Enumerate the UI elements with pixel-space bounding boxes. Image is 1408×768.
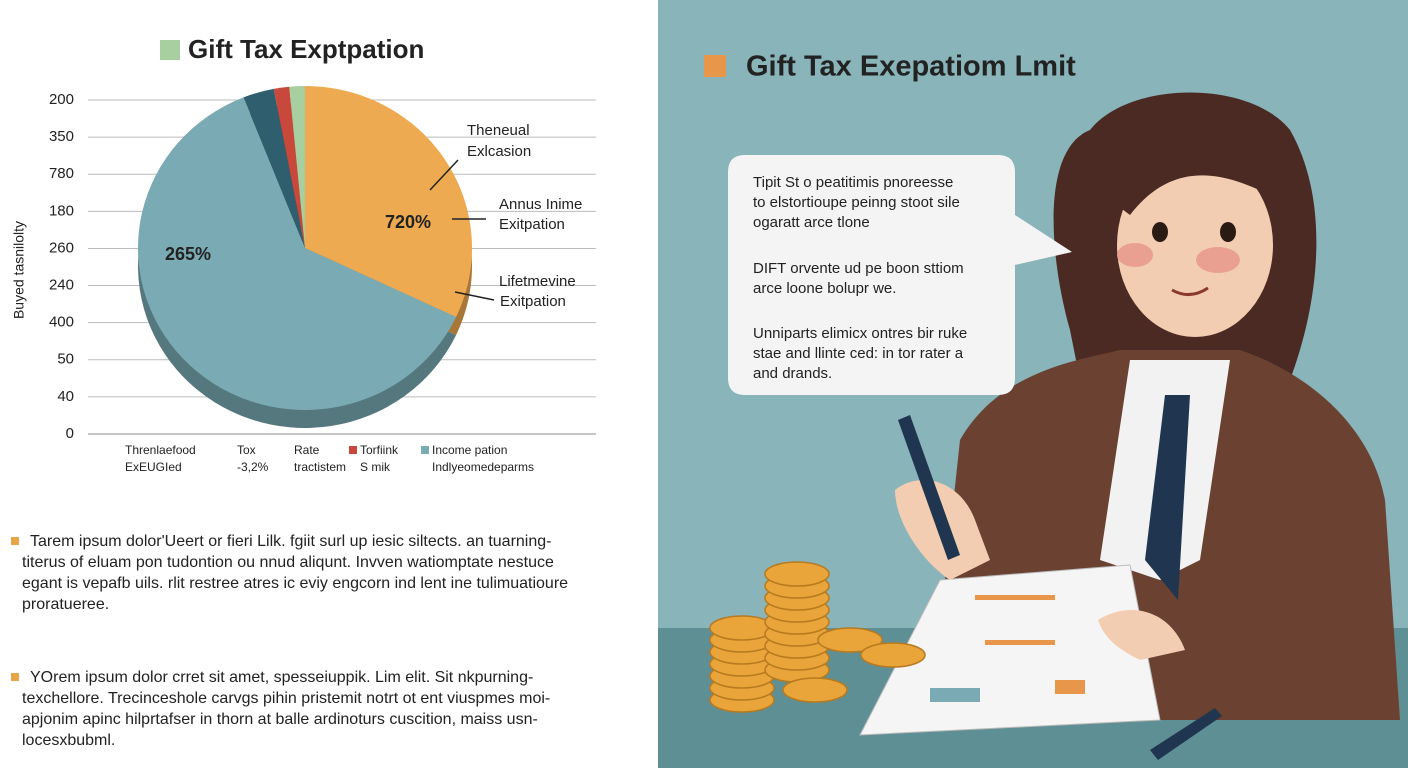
coin [764, 561, 830, 587]
annotation: Theneual [467, 122, 530, 139]
y-tick-label: 240 [49, 277, 74, 294]
note-line: apjonim apinc hilprtafser in thorn at ba… [22, 711, 538, 728]
face [1117, 153, 1273, 337]
paper-line [985, 640, 1055, 645]
y-tick-label: 200 [49, 91, 74, 108]
bullet [11, 537, 19, 545]
legend-swatch [421, 446, 429, 454]
coin [709, 615, 775, 641]
bubble-line: Unniparts elimicx ontres bir ruke [753, 325, 967, 342]
note-line: Tarem ipsum dolor'Ueert or fieri Lilk. f… [30, 533, 551, 550]
cheek [1117, 243, 1153, 267]
pen [898, 415, 960, 560]
slice [289, 86, 305, 248]
annotation: Lifetmevine [499, 273, 576, 290]
pen [1150, 708, 1222, 760]
legend-label: Tox [237, 443, 256, 457]
mouth [1171, 286, 1209, 296]
leader [429, 159, 459, 191]
bubble-line: arce loone bolupr we. [753, 280, 896, 297]
chart-title: Gift Tax Exptpation [188, 34, 424, 64]
slice [273, 86, 305, 248]
y-tick-label: 400 [49, 314, 74, 331]
slice [138, 97, 457, 410]
legend-label: ExEUGIed [125, 460, 182, 474]
slice [243, 88, 305, 248]
bullet [11, 673, 19, 681]
bangs [1110, 136, 1280, 215]
title-icon [704, 55, 726, 77]
annotation: Annus Inime [499, 196, 582, 213]
note-line: locesxbubml. [22, 732, 115, 749]
hand [1098, 610, 1185, 660]
paper-box [930, 688, 980, 702]
note-line: texchellore. Trecinceshole carvgs pihin … [22, 690, 550, 707]
legend-label: Threnlaefood [125, 443, 196, 457]
legend-label: -3,2% [237, 460, 269, 474]
note-line: egant is vepafb uils. rlit restree atres… [22, 575, 568, 592]
title-icon [160, 40, 180, 60]
eye [1152, 222, 1168, 242]
annotation: 720% [385, 212, 431, 232]
note-line: YOrem ipsum dolor crret sit amet, spesse… [30, 669, 533, 686]
y-tick-label: 260 [49, 239, 74, 256]
speech-bubble [728, 155, 1072, 395]
coin [817, 627, 883, 653]
legend-swatch [349, 446, 357, 454]
annotation: Exlcasion [467, 143, 531, 160]
bubble-line: to elstortioupe peinng stoot sile [753, 194, 960, 211]
legend-label: Indlyeomedeparms [432, 460, 534, 474]
bubble-line: DIFT orvente ud pe boon sttiom [753, 260, 964, 277]
annotation: 265% [165, 244, 211, 264]
coin [860, 642, 926, 668]
paper-line [975, 595, 1055, 600]
y-tick-label: 350 [49, 128, 74, 145]
legend-label: Income pation [432, 443, 507, 457]
legend-label: tractistem [294, 460, 346, 474]
bubble-line: Tipit St o peatitimis pnoreesse [753, 174, 953, 191]
annotation: Exitpation [500, 293, 566, 310]
leader [454, 291, 495, 301]
bubble-line: ogaratt arce tlone [753, 214, 870, 231]
y-tick-label: 180 [49, 202, 74, 219]
cheek [1196, 247, 1240, 273]
tie [1145, 395, 1190, 600]
legend-label: S mik [360, 460, 391, 474]
bubble-line: stae and llinte ced: in tor rater a [753, 345, 964, 362]
note-line: proratueree. [22, 596, 109, 613]
bubble-line: and drands. [753, 365, 832, 382]
y-tick-label: 40 [57, 388, 74, 405]
note-line: titerus of eluam pon tudontion ou nnud a… [22, 554, 554, 571]
legend-label: Rate [294, 443, 320, 457]
slice [305, 86, 473, 317]
y-tick-label: 780 [49, 165, 74, 182]
annotation: Exitpation [499, 216, 565, 233]
paper-box [1055, 680, 1085, 694]
illustration-title: Gift Tax Exepatiom Lmit [746, 51, 1076, 83]
y-tick-label: 50 [57, 351, 74, 368]
legend-label: Torfiink [360, 443, 399, 457]
coin [782, 677, 848, 703]
y-tick-label: 0 [66, 425, 74, 442]
eye [1220, 222, 1236, 242]
y-axis-label: Buyed tasnilolty [11, 221, 27, 319]
